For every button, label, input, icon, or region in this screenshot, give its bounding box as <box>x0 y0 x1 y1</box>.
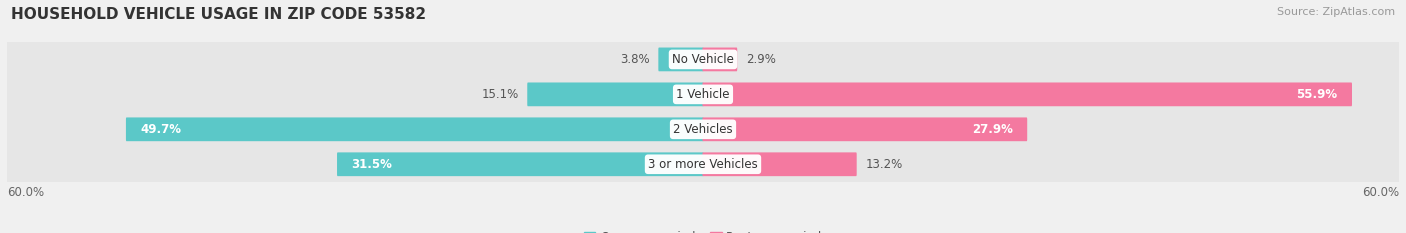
FancyBboxPatch shape <box>703 82 1353 106</box>
FancyBboxPatch shape <box>0 105 1406 154</box>
Text: No Vehicle: No Vehicle <box>672 53 734 66</box>
Text: 2.9%: 2.9% <box>747 53 776 66</box>
FancyBboxPatch shape <box>0 139 1406 189</box>
Text: Source: ZipAtlas.com: Source: ZipAtlas.com <box>1277 7 1395 17</box>
Text: 15.1%: 15.1% <box>481 88 519 101</box>
Text: HOUSEHOLD VEHICLE USAGE IN ZIP CODE 53582: HOUSEHOLD VEHICLE USAGE IN ZIP CODE 5358… <box>11 7 426 22</box>
FancyBboxPatch shape <box>658 48 703 71</box>
FancyBboxPatch shape <box>0 69 1406 119</box>
FancyBboxPatch shape <box>703 48 737 71</box>
FancyBboxPatch shape <box>527 82 703 106</box>
FancyBboxPatch shape <box>703 117 1028 141</box>
Text: 55.9%: 55.9% <box>1296 88 1337 101</box>
Text: 1 Vehicle: 1 Vehicle <box>676 88 730 101</box>
Text: 2 Vehicles: 2 Vehicles <box>673 123 733 136</box>
FancyBboxPatch shape <box>0 35 1406 84</box>
Text: 3 or more Vehicles: 3 or more Vehicles <box>648 158 758 171</box>
FancyBboxPatch shape <box>127 117 703 141</box>
FancyBboxPatch shape <box>703 152 856 176</box>
Text: 60.0%: 60.0% <box>1362 186 1399 199</box>
Legend: Owner-occupied, Renter-occupied: Owner-occupied, Renter-occupied <box>579 226 827 233</box>
Text: 27.9%: 27.9% <box>972 123 1012 136</box>
Text: 13.2%: 13.2% <box>866 158 903 171</box>
Text: 60.0%: 60.0% <box>7 186 44 199</box>
Text: 3.8%: 3.8% <box>620 53 650 66</box>
FancyBboxPatch shape <box>337 152 703 176</box>
Text: 49.7%: 49.7% <box>141 123 181 136</box>
Text: 31.5%: 31.5% <box>352 158 392 171</box>
